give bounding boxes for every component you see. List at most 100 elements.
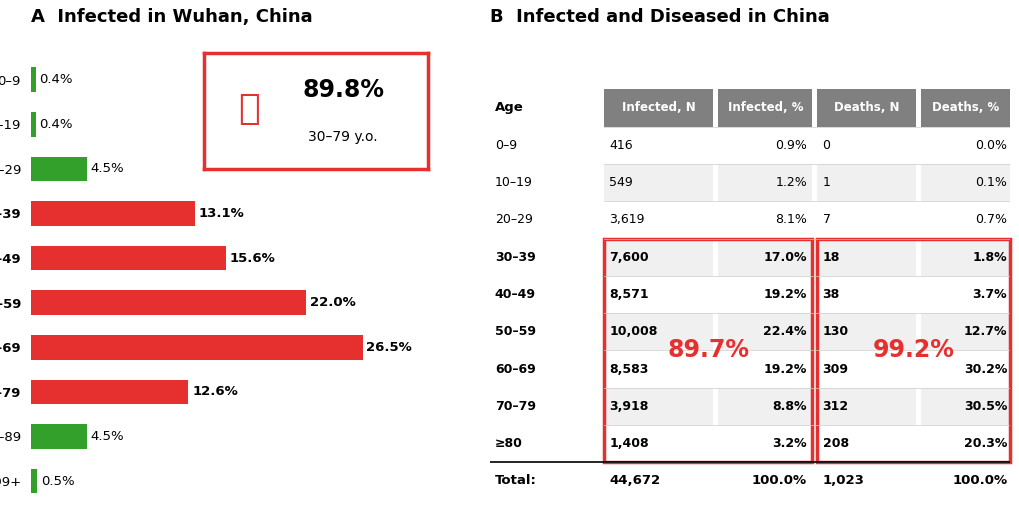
Text: 416: 416 — [608, 139, 632, 152]
Text: 312: 312 — [821, 400, 848, 413]
Text: 17.0%: 17.0% — [762, 251, 806, 263]
Text: 20.3%: 20.3% — [963, 437, 1006, 450]
Bar — [31, 157, 87, 181]
Text: 30.2%: 30.2% — [963, 362, 1006, 376]
Bar — [31, 335, 363, 360]
Bar — [920, 425, 1009, 462]
Text: 40–49: 40–49 — [494, 288, 535, 301]
Bar — [816, 425, 915, 462]
Text: 0: 0 — [821, 139, 829, 152]
Text: 30.5%: 30.5% — [963, 400, 1006, 413]
Text: 1.8%: 1.8% — [972, 251, 1006, 263]
Text: ⛹: ⛹ — [237, 92, 260, 126]
Bar — [816, 164, 915, 201]
Bar — [920, 89, 1009, 126]
Bar — [31, 246, 226, 270]
Bar — [717, 164, 811, 201]
Bar — [31, 290, 306, 315]
Text: 22.4%: 22.4% — [762, 325, 806, 338]
Bar — [816, 388, 915, 425]
Bar — [717, 239, 811, 276]
Text: 0.4%: 0.4% — [40, 73, 72, 86]
Text: 10–19: 10–19 — [494, 176, 532, 189]
Bar — [717, 201, 811, 239]
Text: B  Infected and Diseased in China: B Infected and Diseased in China — [489, 8, 828, 26]
Text: 8,583: 8,583 — [608, 362, 648, 376]
Text: 15.6%: 15.6% — [229, 252, 275, 264]
Bar — [603, 239, 712, 276]
Bar — [920, 201, 1009, 239]
Text: 8.8%: 8.8% — [771, 400, 806, 413]
Text: 0.1%: 0.1% — [974, 176, 1006, 189]
Text: 4.5%: 4.5% — [91, 430, 124, 443]
Bar — [603, 276, 712, 313]
Text: 12.7%: 12.7% — [963, 325, 1006, 338]
Bar — [816, 239, 915, 276]
Text: A  Infected in Wuhan, China: A Infected in Wuhan, China — [31, 8, 312, 26]
Text: 19.2%: 19.2% — [763, 288, 806, 301]
Text: 18: 18 — [821, 251, 839, 263]
Bar — [603, 388, 712, 425]
Text: 0.5%: 0.5% — [41, 475, 74, 488]
Text: 8,571: 8,571 — [608, 288, 648, 301]
Bar — [816, 350, 915, 388]
Bar — [816, 89, 915, 126]
Text: 60–69: 60–69 — [494, 362, 535, 376]
Text: 99.2%: 99.2% — [872, 339, 954, 362]
Text: 100.0%: 100.0% — [951, 475, 1006, 488]
Bar — [920, 126, 1009, 164]
Bar — [603, 164, 712, 201]
Text: 1,023: 1,023 — [821, 475, 863, 488]
Bar — [31, 112, 36, 136]
Bar — [920, 388, 1009, 425]
Text: 19.2%: 19.2% — [763, 362, 806, 376]
Bar — [717, 313, 811, 350]
Bar — [603, 350, 712, 388]
Text: 100.0%: 100.0% — [751, 475, 806, 488]
Text: 3,918: 3,918 — [608, 400, 648, 413]
Text: 12.6%: 12.6% — [192, 385, 237, 398]
Bar — [816, 201, 915, 239]
Text: 7,600: 7,600 — [608, 251, 648, 263]
Text: 44,672: 44,672 — [608, 475, 659, 488]
Bar — [816, 276, 915, 313]
Text: 22.0%: 22.0% — [310, 296, 356, 309]
Text: 20–29: 20–29 — [494, 213, 532, 226]
Text: Deaths, N: Deaths, N — [834, 102, 899, 114]
Bar — [816, 313, 915, 350]
Bar — [717, 350, 811, 388]
Text: 30–79 y.o.: 30–79 y.o. — [308, 130, 378, 144]
Bar — [31, 67, 36, 92]
Bar — [31, 424, 87, 449]
Bar — [31, 469, 37, 494]
Text: 208: 208 — [821, 437, 848, 450]
Bar — [31, 201, 195, 226]
Bar — [816, 126, 915, 164]
Text: 0.9%: 0.9% — [774, 139, 806, 152]
Text: 70–79: 70–79 — [494, 400, 535, 413]
Text: Total:: Total: — [494, 475, 536, 488]
Bar — [920, 350, 1009, 388]
Text: Age: Age — [494, 102, 523, 114]
Bar — [603, 126, 712, 164]
Text: 3,619: 3,619 — [608, 213, 644, 226]
Text: 130: 130 — [821, 325, 848, 338]
Text: 26.5%: 26.5% — [366, 341, 412, 354]
Text: 38: 38 — [821, 288, 839, 301]
Text: 3.7%: 3.7% — [972, 288, 1006, 301]
Bar — [717, 89, 811, 126]
Text: Infected, %: Infected, % — [727, 102, 802, 114]
Text: 30–39: 30–39 — [494, 251, 535, 263]
Bar — [603, 313, 712, 350]
Text: 4.5%: 4.5% — [91, 162, 124, 176]
Bar — [717, 126, 811, 164]
Bar — [31, 380, 189, 404]
Text: 0.4%: 0.4% — [40, 118, 72, 131]
Bar — [717, 276, 811, 313]
Bar — [603, 89, 712, 126]
Text: Deaths, %: Deaths, % — [931, 102, 999, 114]
Bar — [603, 201, 712, 239]
Bar — [603, 425, 712, 462]
Text: 89.7%: 89.7% — [666, 339, 748, 362]
Text: 0.7%: 0.7% — [974, 213, 1006, 226]
